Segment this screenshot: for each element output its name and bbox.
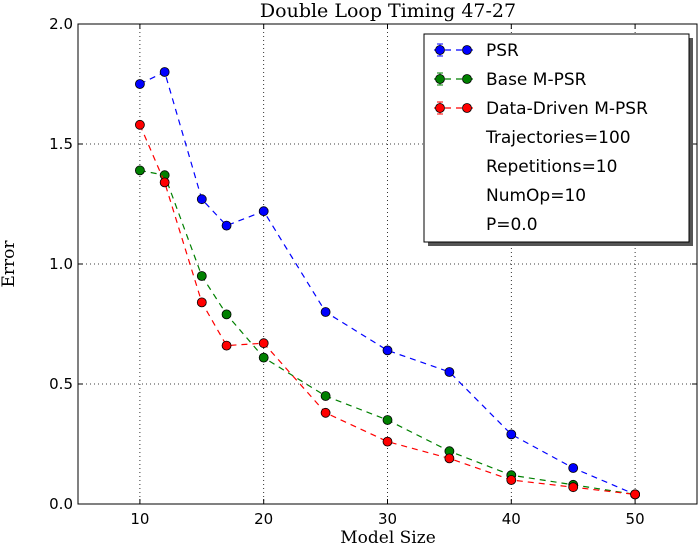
data-point bbox=[258, 352, 269, 363]
y-tick-label: 0.0 bbox=[49, 495, 73, 513]
x-tick-label: 30 bbox=[378, 510, 397, 528]
data-point bbox=[568, 463, 579, 473]
data-point bbox=[134, 119, 145, 130]
y-tick-label: 1.0 bbox=[49, 255, 73, 273]
data-point bbox=[221, 309, 232, 320]
x-tick-label: 50 bbox=[626, 510, 645, 528]
legend-marker bbox=[462, 45, 472, 55]
legend-marker bbox=[462, 103, 472, 113]
y-tick-label: 1.5 bbox=[49, 135, 73, 153]
data-point bbox=[320, 407, 331, 418]
data-point bbox=[382, 345, 393, 356]
data-point bbox=[196, 297, 207, 308]
legend-marker bbox=[462, 74, 472, 84]
legend: PSR Base M-PSR Data-Driven M-PSR Trajectori… bbox=[423, 33, 693, 246]
data-point bbox=[382, 436, 393, 447]
legend-note: P=0.0 bbox=[486, 215, 538, 235]
data-point bbox=[258, 338, 269, 349]
y-axis-label: Error bbox=[0, 240, 19, 288]
legend-note: Trajectories=100 bbox=[485, 128, 631, 148]
y-tick-label: 0.5 bbox=[49, 375, 73, 393]
data-point bbox=[506, 429, 517, 440]
legend-note: NumOp=10 bbox=[486, 186, 586, 206]
y-tick-label: 2.0 bbox=[49, 15, 73, 33]
data-point bbox=[320, 307, 331, 317]
data-point bbox=[159, 67, 170, 77]
data-point bbox=[221, 220, 232, 231]
data-point bbox=[196, 271, 207, 281]
data-point bbox=[506, 475, 517, 485]
legend-label: PSR bbox=[486, 41, 519, 61]
legend-marker bbox=[435, 103, 445, 113]
chart-title: Double Loop Timing 47-27 bbox=[260, 0, 516, 22]
data-point bbox=[196, 194, 207, 205]
data-point bbox=[159, 177, 170, 188]
data-point bbox=[444, 367, 455, 377]
legend-label: Base M-PSR bbox=[486, 70, 587, 90]
legend-label: Data-Driven M-PSR bbox=[486, 99, 648, 119]
legend-marker bbox=[435, 74, 445, 84]
data-point bbox=[382, 415, 393, 425]
x-axis-label: Model Size bbox=[340, 528, 436, 548]
data-point bbox=[134, 165, 145, 176]
legend-marker bbox=[435, 45, 445, 55]
data-point bbox=[258, 206, 269, 217]
legend-note: Repetitions=10 bbox=[486, 157, 617, 177]
x-tick-label: 20 bbox=[254, 510, 273, 528]
data-point bbox=[134, 79, 145, 89]
x-tick-label: 40 bbox=[502, 510, 521, 528]
data-point bbox=[444, 453, 455, 464]
data-point bbox=[221, 340, 232, 351]
data-point bbox=[568, 482, 579, 493]
x-tick-label: 10 bbox=[130, 510, 149, 528]
data-point bbox=[320, 391, 331, 401]
data-point bbox=[630, 489, 640, 500]
legend-box bbox=[423, 33, 690, 243]
